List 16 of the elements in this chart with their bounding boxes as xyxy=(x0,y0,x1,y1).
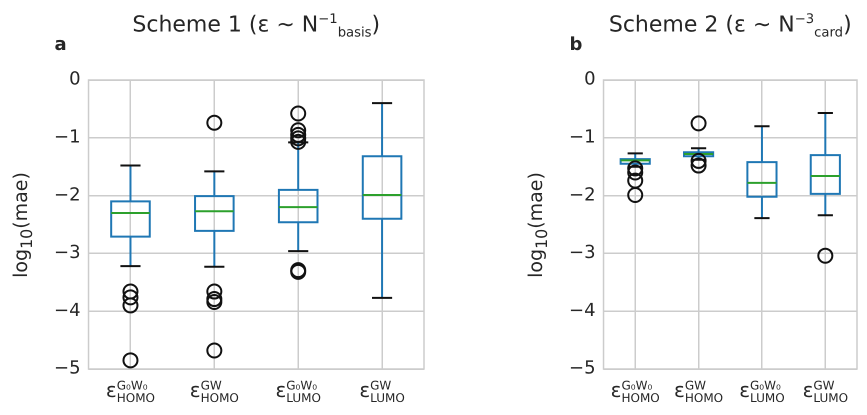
y-tick-label: −3 xyxy=(568,242,596,264)
y-tick-label: −4 xyxy=(568,300,596,321)
y-tick-label: −1 xyxy=(568,126,596,148)
text: a xyxy=(54,34,67,55)
text: b xyxy=(570,34,582,55)
y-tick-label: 0 xyxy=(69,68,81,90)
y-tick-label: −3 xyxy=(54,242,81,264)
y-tick-label: 0 xyxy=(584,68,596,90)
chart-title: Scheme 1 (ε ∼ N$^{−1}$$_{basis}$) xyxy=(132,12,380,41)
chart-title: Scheme 2 (ε ∼ N$^{−3}$$_{card}$) xyxy=(608,12,852,41)
y-tick-label: −4 xyxy=(54,300,81,321)
y-tick-label: −2 xyxy=(568,184,596,206)
y-tick-label: −2 xyxy=(54,184,81,206)
y-tick-label: −1 xyxy=(54,126,81,148)
y-tick-label: −5 xyxy=(54,358,81,379)
y-tick-label: −5 xyxy=(568,358,596,379)
